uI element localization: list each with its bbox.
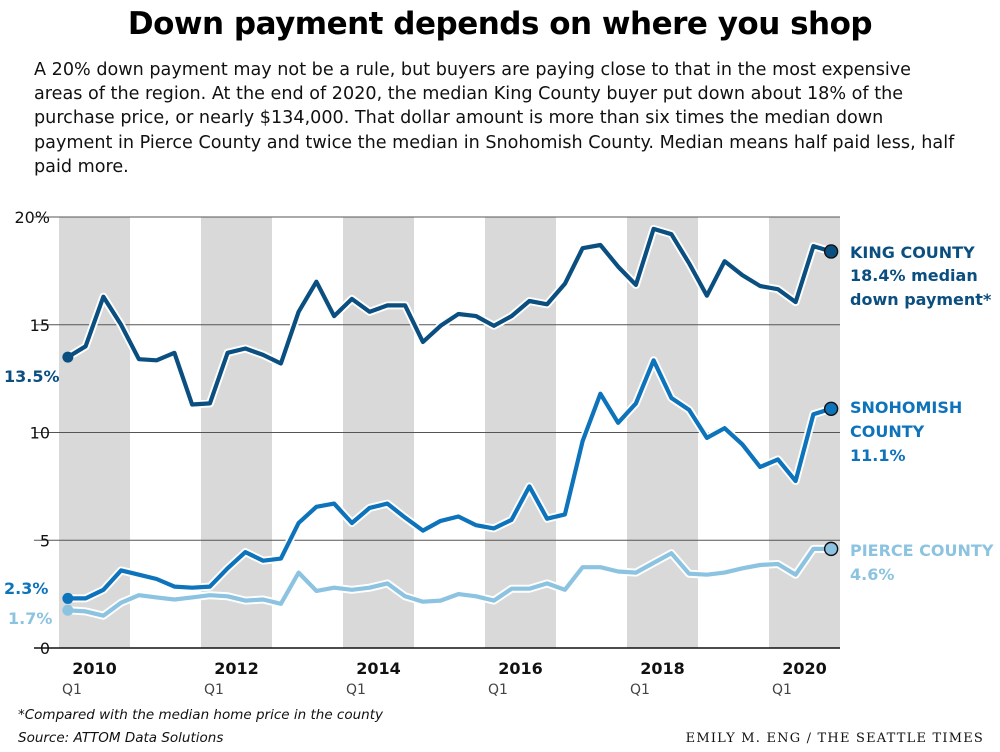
credit-line: EMILY M. ENG / THE SEATTLE TIMES bbox=[685, 731, 984, 746]
series-halo bbox=[63, 356, 836, 603]
source-note: Source: ATTOM Data Solutions bbox=[18, 730, 224, 746]
series-start-point bbox=[62, 351, 74, 363]
series-halo bbox=[63, 544, 836, 620]
x-tick-year: 2020 bbox=[782, 659, 827, 678]
x-tick-quarter: Q1 bbox=[630, 682, 650, 698]
series-line bbox=[65, 358, 834, 601]
series-end-point bbox=[823, 541, 839, 557]
footnote: *Compared with the median home price in … bbox=[18, 707, 383, 723]
series-snohomish-county: 2.3% SNOHOMISH COUNTY 11.1% bbox=[4, 356, 962, 604]
x-tick-quarter: Q1 bbox=[772, 682, 792, 698]
series-start-label: 2.3% bbox=[4, 579, 48, 598]
series-pierce-county: 1.7% PIERCE COUNTY 4.6% bbox=[8, 541, 994, 628]
series-end-point bbox=[823, 401, 839, 416]
x-tick-year: 2016 bbox=[498, 659, 543, 678]
series-end-label: 18.4% median bbox=[850, 266, 978, 285]
series-king-county: 13.5% KING COUNTY 18.4% median down payment… bbox=[4, 224, 992, 409]
series-start-label: 13.5% bbox=[4, 367, 60, 386]
chart-subtitle: A 20% down payment may not be a rule, bu… bbox=[34, 60, 955, 177]
x-tick-year: 2018 bbox=[640, 659, 685, 678]
x-tick-year: 2012 bbox=[214, 659, 259, 678]
x-tick-quarter: Q1 bbox=[488, 682, 508, 698]
y-tick-label: 10 bbox=[30, 424, 50, 443]
y-tick-label: 20% bbox=[14, 208, 50, 227]
series-end-label: down payment* bbox=[850, 290, 992, 309]
series-end-label: PIERCE COUNTY bbox=[850, 541, 994, 560]
x-tick-labels: 2010 Q1 2012 Q1 2014 Q1 2016 Q1 2018 Q1 2020 Q1 bbox=[62, 659, 827, 698]
series-line bbox=[65, 226, 834, 407]
series-start-point bbox=[62, 592, 74, 604]
y-tick-label: 5 bbox=[40, 531, 50, 550]
series-end-label: SNOHOMISH bbox=[850, 398, 962, 417]
series-end-label: 4.6% bbox=[850, 565, 894, 584]
x-tick-year: 2014 bbox=[356, 659, 401, 678]
series-end-point bbox=[823, 244, 839, 259]
series-line bbox=[65, 546, 834, 618]
series-start-label: 1.7% bbox=[8, 609, 52, 628]
series-start-point bbox=[62, 604, 74, 616]
series-end-label: 11.1% bbox=[850, 446, 906, 465]
y-tick-label: 15 bbox=[30, 316, 50, 335]
x-tick-quarter: Q1 bbox=[346, 682, 366, 698]
series-end-label: KING COUNTY bbox=[850, 243, 975, 262]
chart-title: Down payment depends on where you shop bbox=[127, 6, 873, 42]
series-end-label: COUNTY bbox=[850, 422, 925, 441]
x-tick-year: 2010 bbox=[72, 659, 117, 678]
x-tick-quarter: Q1 bbox=[204, 682, 224, 698]
x-tick-quarter: Q1 bbox=[62, 682, 82, 698]
